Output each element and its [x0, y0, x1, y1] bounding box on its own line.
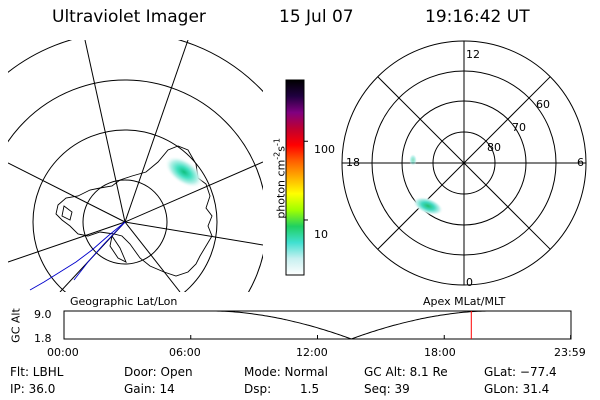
info-dsp-value: 1.5 [300, 382, 320, 396]
info-seq: Seq: 39 [364, 382, 410, 396]
colorbar-tick-100: 100 [314, 143, 335, 156]
alt-xtick-0000: 00:00 [47, 346, 79, 359]
info-gc-alt: GC Alt: 8.1 Re [364, 365, 448, 379]
alt-xtick-1800: 18:00 [424, 346, 456, 359]
mlt-label-18: 18 [346, 156, 360, 169]
info-mode: Mode: Normal [244, 365, 328, 379]
alt-plot-ylabel: GC Alt [9, 308, 23, 343]
colorbar-unit-mid: s [274, 145, 288, 152]
right-panel-caption: Apex MLat/MLT [423, 295, 506, 308]
longitude-lines [8, 40, 263, 292]
colorbar-unit-label: photon cm-2s-1 [272, 128, 288, 228]
altitude-plot [63, 310, 572, 340]
header-date: 15 Jul 07 [279, 7, 354, 27]
altitude-curve [64, 310, 571, 340]
alt-ytick-9: 9.0 [34, 308, 52, 321]
info-glat: GLat: −77.4 [484, 365, 557, 379]
colorbar [285, 79, 308, 276]
aurora-emission-left [164, 156, 204, 188]
altitude-plot-frame [63, 310, 572, 340]
coastline [55, 145, 213, 277]
colorbar-unit-text: photon cm [274, 159, 288, 219]
mlat-label-80: 80 [487, 141, 501, 154]
header-time: 19:16:42 UT [425, 7, 530, 27]
info-ip: IP: 36.0 [10, 382, 56, 396]
alt-xtick-0600: 06:00 [169, 346, 201, 359]
info-gain: Gain: 14 [124, 382, 175, 396]
left-panel-caption: Geographic Lat/Lon [70, 295, 178, 308]
alt-xtick-1200: 12:00 [296, 346, 328, 359]
colorbar-scale [285, 79, 305, 276]
alt-ytick-1-8: 1.8 [34, 332, 52, 345]
aurora-emission-right [412, 196, 444, 216]
info-door: Door: Open [124, 365, 193, 379]
alt-xtick-2359: 23:59 [554, 346, 586, 359]
page-title: Ultraviolet Imager [52, 7, 206, 27]
colorbar-unit-sup2: -1 [272, 138, 282, 146]
mlat-label-60: 60 [536, 98, 550, 111]
mlt-label-6: 6 [577, 156, 584, 169]
mlat-label-70: 70 [512, 121, 526, 134]
geographic-map [8, 40, 263, 292]
satellite-track [29, 221, 126, 291]
colorbar-unit-sup1: -2 [272, 151, 282, 160]
info-glon: GLon: 31.4 [484, 382, 550, 396]
mlt-label-12: 12 [466, 48, 480, 61]
latitude-circles [8, 40, 263, 292]
colorbar-tick-10: 10 [314, 228, 328, 241]
mlt-polar-plot [341, 40, 587, 286]
mlt-label-0: 0 [466, 276, 473, 289]
info-filter: Flt: LBHL [10, 365, 64, 379]
info-dsp-label: Dsp: [244, 382, 272, 396]
mlt-lines [342, 41, 586, 285]
